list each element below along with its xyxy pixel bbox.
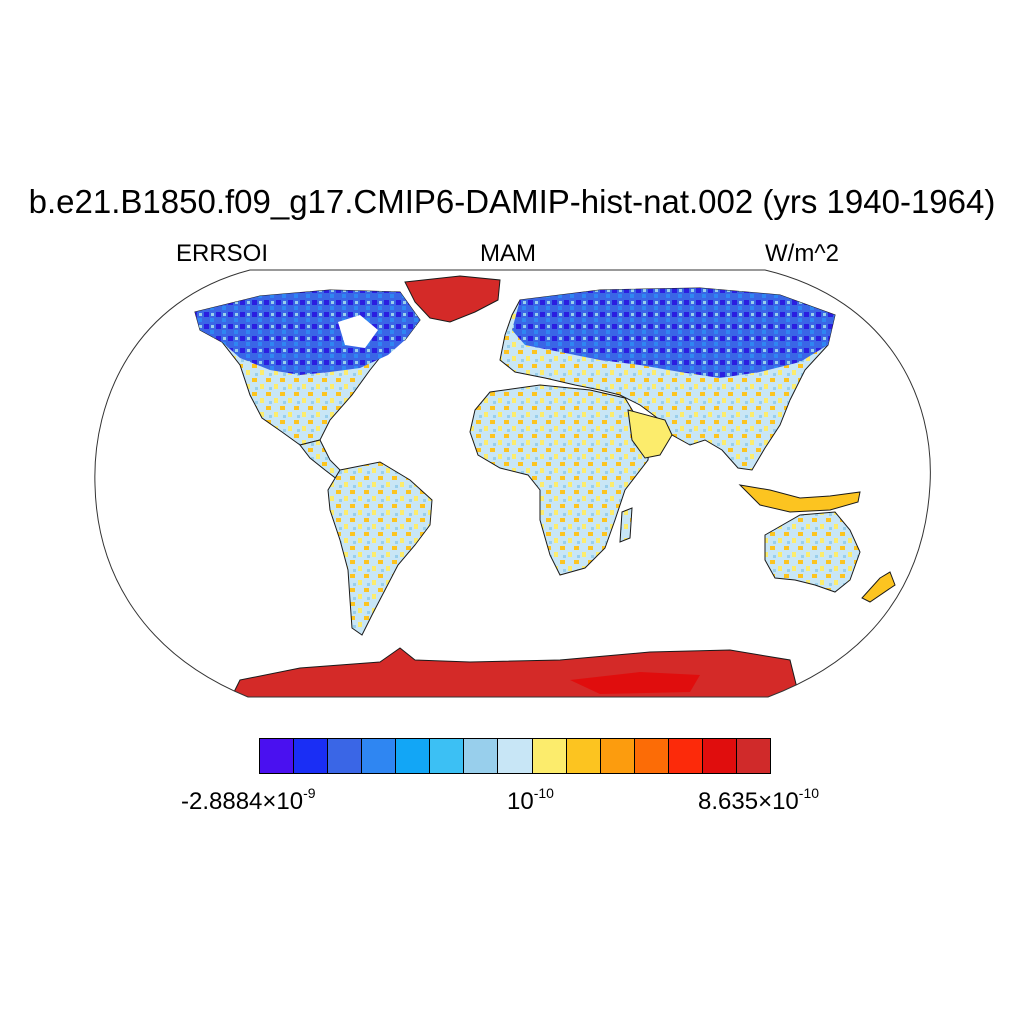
south-america: [327, 461, 433, 636]
colorbar-swatch-9: [566, 739, 601, 773]
colorbar-max-label: 8.635×10-10: [698, 785, 820, 815]
australia: [764, 511, 861, 593]
units-label: W/m^2: [765, 240, 839, 267]
antarctica: [229, 647, 801, 697]
colorbar-swatch-0: [260, 739, 295, 773]
colorbar-swatch-10: [600, 739, 635, 773]
madagascar: [619, 507, 633, 543]
colorbar-swatch-2: [328, 739, 363, 773]
colorbar-swatch-6: [464, 739, 499, 773]
indonesia: [738, 484, 861, 513]
colorbar-swatch-4: [396, 739, 431, 773]
hudson-bay: [338, 315, 378, 348]
colorbar-swatch-1: [294, 739, 329, 773]
colorbar-swatch-13: [702, 739, 737, 773]
colorbar-swatch-12: [668, 739, 703, 773]
colorbar-swatch-14: [736, 739, 770, 773]
north-america-cold: [195, 290, 420, 375]
eurasia-cold: [512, 288, 835, 378]
map-outline: [94, 269, 931, 698]
colorbar-swatch-7: [498, 739, 533, 773]
new-zealand: [861, 571, 896, 603]
africa: [469, 384, 651, 576]
colorbar-mid-label: 10-10: [507, 785, 554, 815]
colorbar-swatch-3: [362, 739, 397, 773]
antarctica-highland: [570, 672, 700, 694]
figure-title: b.e21.B1850.f09_g17.CMIP6-DAMIP-hist-nat…: [28, 183, 996, 220]
colorbar: [259, 738, 771, 774]
colorbar-swatch-11: [634, 739, 669, 773]
greenland: [404, 275, 501, 323]
season-label: MAM: [480, 240, 536, 267]
variable-label: ERRSOI: [176, 240, 269, 267]
colorbar-swatch-5: [430, 739, 465, 773]
colorbar-min-label: -2.8884×10-9: [181, 785, 316, 815]
colorbar-swatch-8: [532, 739, 567, 773]
arabia: [627, 409, 673, 459]
